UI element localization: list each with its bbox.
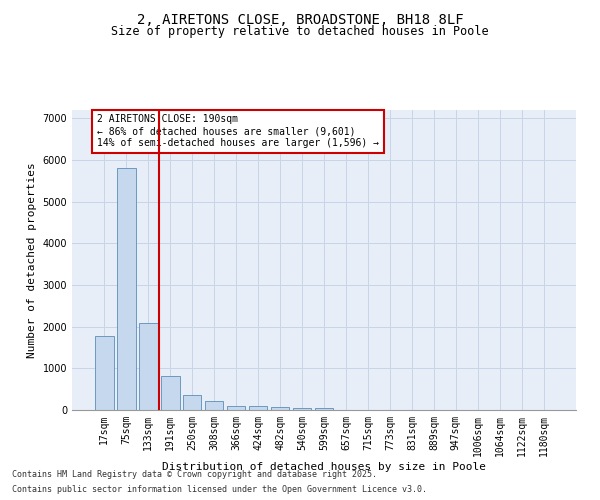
X-axis label: Distribution of detached houses by size in Poole: Distribution of detached houses by size … [162, 462, 486, 471]
Text: Contains HM Land Registry data © Crown copyright and database right 2025.: Contains HM Land Registry data © Crown c… [12, 470, 377, 479]
Bar [271, 407, 289, 410]
Y-axis label: Number of detached properties: Number of detached properties [27, 162, 37, 358]
Bar [227, 406, 245, 410]
Text: 2, AIRETONS CLOSE, BROADSTONE, BH18 8LF: 2, AIRETONS CLOSE, BROADSTONE, BH18 8LF [137, 12, 463, 26]
Text: Size of property relative to detached houses in Poole: Size of property relative to detached ho… [111, 25, 489, 38]
Text: Contains public sector information licensed under the Open Government Licence v3: Contains public sector information licen… [12, 485, 427, 494]
Bar [205, 401, 223, 410]
Bar [161, 376, 179, 410]
Bar [95, 336, 113, 410]
Bar [139, 323, 158, 410]
Bar [314, 408, 334, 410]
Text: 2 AIRETONS CLOSE: 190sqm
← 86% of detached houses are smaller (9,601)
14% of sem: 2 AIRETONS CLOSE: 190sqm ← 86% of detach… [97, 114, 379, 148]
Bar [183, 394, 202, 410]
Bar [293, 408, 311, 410]
Bar [117, 168, 136, 410]
Bar [249, 406, 268, 410]
